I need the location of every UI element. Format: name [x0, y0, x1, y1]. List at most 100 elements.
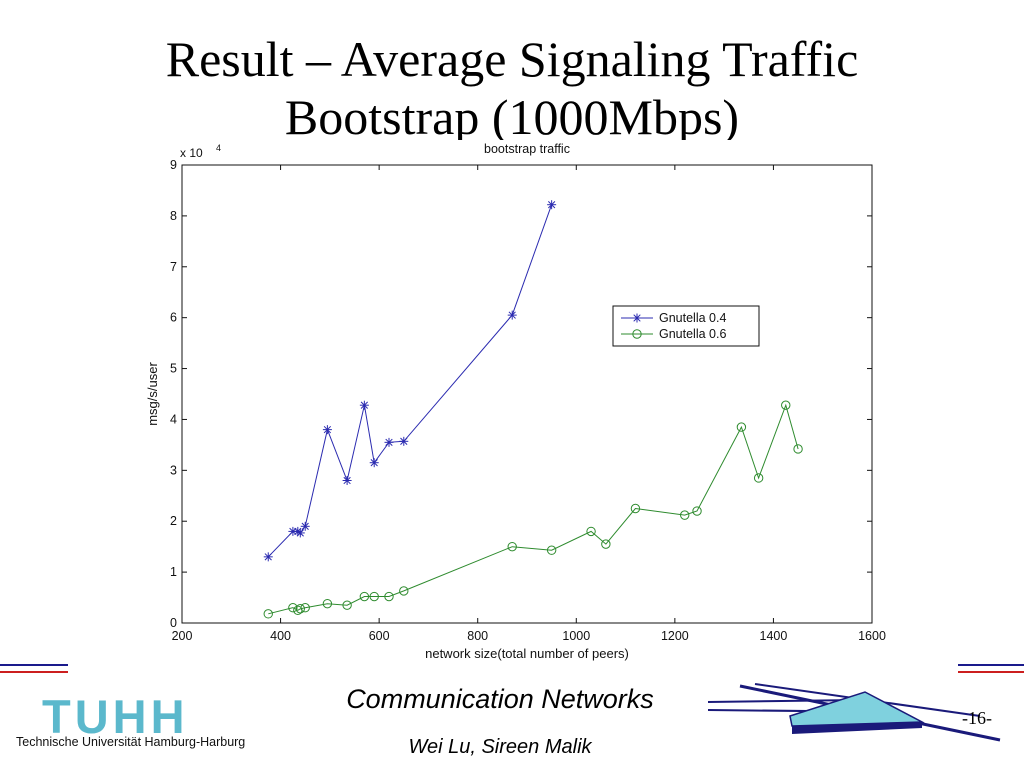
data-point: [399, 586, 409, 596]
y-tick-label: 5: [170, 362, 177, 376]
data-point: [508, 311, 516, 319]
data-point: [342, 600, 352, 610]
y-tick-label: 4: [170, 412, 177, 426]
data-point: [692, 506, 702, 516]
data-point: [264, 553, 272, 561]
data-point: [360, 401, 369, 409]
y-tick-label: 1: [170, 565, 177, 579]
data-point: [300, 603, 310, 613]
data-point: [385, 438, 393, 446]
data-point: [288, 603, 298, 613]
footer-rule-left-top: [0, 664, 68, 666]
network-decoration-graphic: [707, 683, 1001, 742]
data-point: [263, 552, 273, 562]
series-line: [268, 403, 799, 615]
y-tick-label: 3: [170, 463, 177, 477]
data-point: [343, 476, 351, 485]
data-point: [586, 526, 596, 537]
data-point: [296, 529, 304, 537]
x-tick-label: 200: [172, 629, 193, 643]
data-point: [546, 545, 557, 555]
authors: Wei Lu, Sireen Malik: [408, 736, 592, 758]
data-point: [384, 591, 394, 602]
y-tick-label: 0: [170, 616, 177, 630]
legend-marker: [632, 329, 642, 339]
series-line: [267, 204, 553, 558]
data-point: [369, 458, 379, 468]
data-point: [601, 539, 611, 549]
data-point: [630, 503, 641, 514]
plot-area-box: [181, 164, 873, 624]
tuhh-logo: TUHH: [42, 690, 189, 743]
data-point: [630, 503, 641, 514]
chart-title: bootstrap traffic: [484, 142, 570, 156]
y-exponent-label: x 10: [180, 146, 203, 160]
data-point: [633, 314, 641, 322]
data-point: [753, 473, 764, 483]
data-point: [295, 604, 305, 614]
data-point: [546, 545, 557, 555]
x-tick-label: 1000: [562, 629, 590, 643]
data-point: [359, 591, 370, 602]
data-point: [781, 400, 791, 410]
y-tick-label: 2: [170, 514, 177, 528]
footer-rule-right-bottom: [958, 671, 1024, 673]
data-point: [601, 539, 611, 549]
data-point: [359, 400, 369, 410]
data-point: [322, 598, 333, 609]
data-point: [586, 526, 596, 537]
data-point: [680, 510, 690, 520]
chart-svg: 200 400 600 800 1000 1200 1400 1600 0 1 2 3 4 5 6 7 8 9x …: [145, 142, 886, 661]
data-point: [736, 422, 747, 432]
data-point: [736, 422, 747, 432]
x-tick-label: 600: [369, 629, 390, 643]
data-point: [680, 510, 690, 520]
data-point: [753, 473, 764, 483]
data-point: [342, 476, 352, 486]
legend-box: [612, 305, 760, 347]
course-name: Communication Networks: [346, 684, 654, 714]
data-point: [370, 459, 378, 467]
data-point: [359, 591, 370, 602]
data-point: [507, 541, 517, 552]
deco-rail-3: [707, 699, 861, 703]
y-tick-label: 6: [170, 311, 177, 325]
data-point: [301, 522, 309, 530]
data-point: [342, 600, 352, 610]
data-point: [288, 603, 298, 613]
page-number: -16-: [962, 708, 992, 728]
data-point: [295, 528, 305, 538]
data-point: [384, 591, 394, 602]
data-point: [293, 526, 303, 536]
legend-label: Gnutella 0.4: [659, 311, 726, 325]
data-point: [300, 521, 310, 531]
y-axis-label: msg/s/user: [145, 362, 160, 426]
data-point: [793, 444, 803, 454]
deco-plate-edge: [792, 722, 922, 734]
slide-title-line-1: Result – Average Signaling Traffic: [165, 31, 859, 87]
data-point: [399, 436, 409, 446]
legend-marker: [632, 313, 642, 323]
data-point: [632, 329, 642, 339]
x-tick-label: 1600: [858, 629, 886, 643]
x-axis-label: network size(total number of peers): [425, 646, 629, 661]
data-point: [369, 591, 379, 602]
x-tick-label: 1400: [760, 629, 788, 643]
data-point: [547, 200, 557, 210]
data-point: [300, 603, 310, 613]
y-tick-label: 9: [170, 158, 177, 172]
data-point: [263, 609, 273, 619]
x-tick-label: 400: [270, 629, 291, 643]
x-tick-label: 800: [467, 629, 488, 643]
series-1: [263, 200, 557, 562]
x-tick-label: 1200: [661, 629, 689, 643]
data-point: [692, 506, 702, 516]
data-point: [507, 310, 517, 320]
university-name: Technische Universität Hamburg-Harburg: [16, 735, 246, 749]
y-tick-label: 8: [170, 209, 177, 223]
data-point: [263, 609, 273, 619]
y-exponent-power: 4: [216, 143, 221, 153]
data-point: [384, 437, 394, 447]
legend-label: Gnutella 0.6: [659, 327, 726, 341]
data-point: [322, 425, 332, 435]
